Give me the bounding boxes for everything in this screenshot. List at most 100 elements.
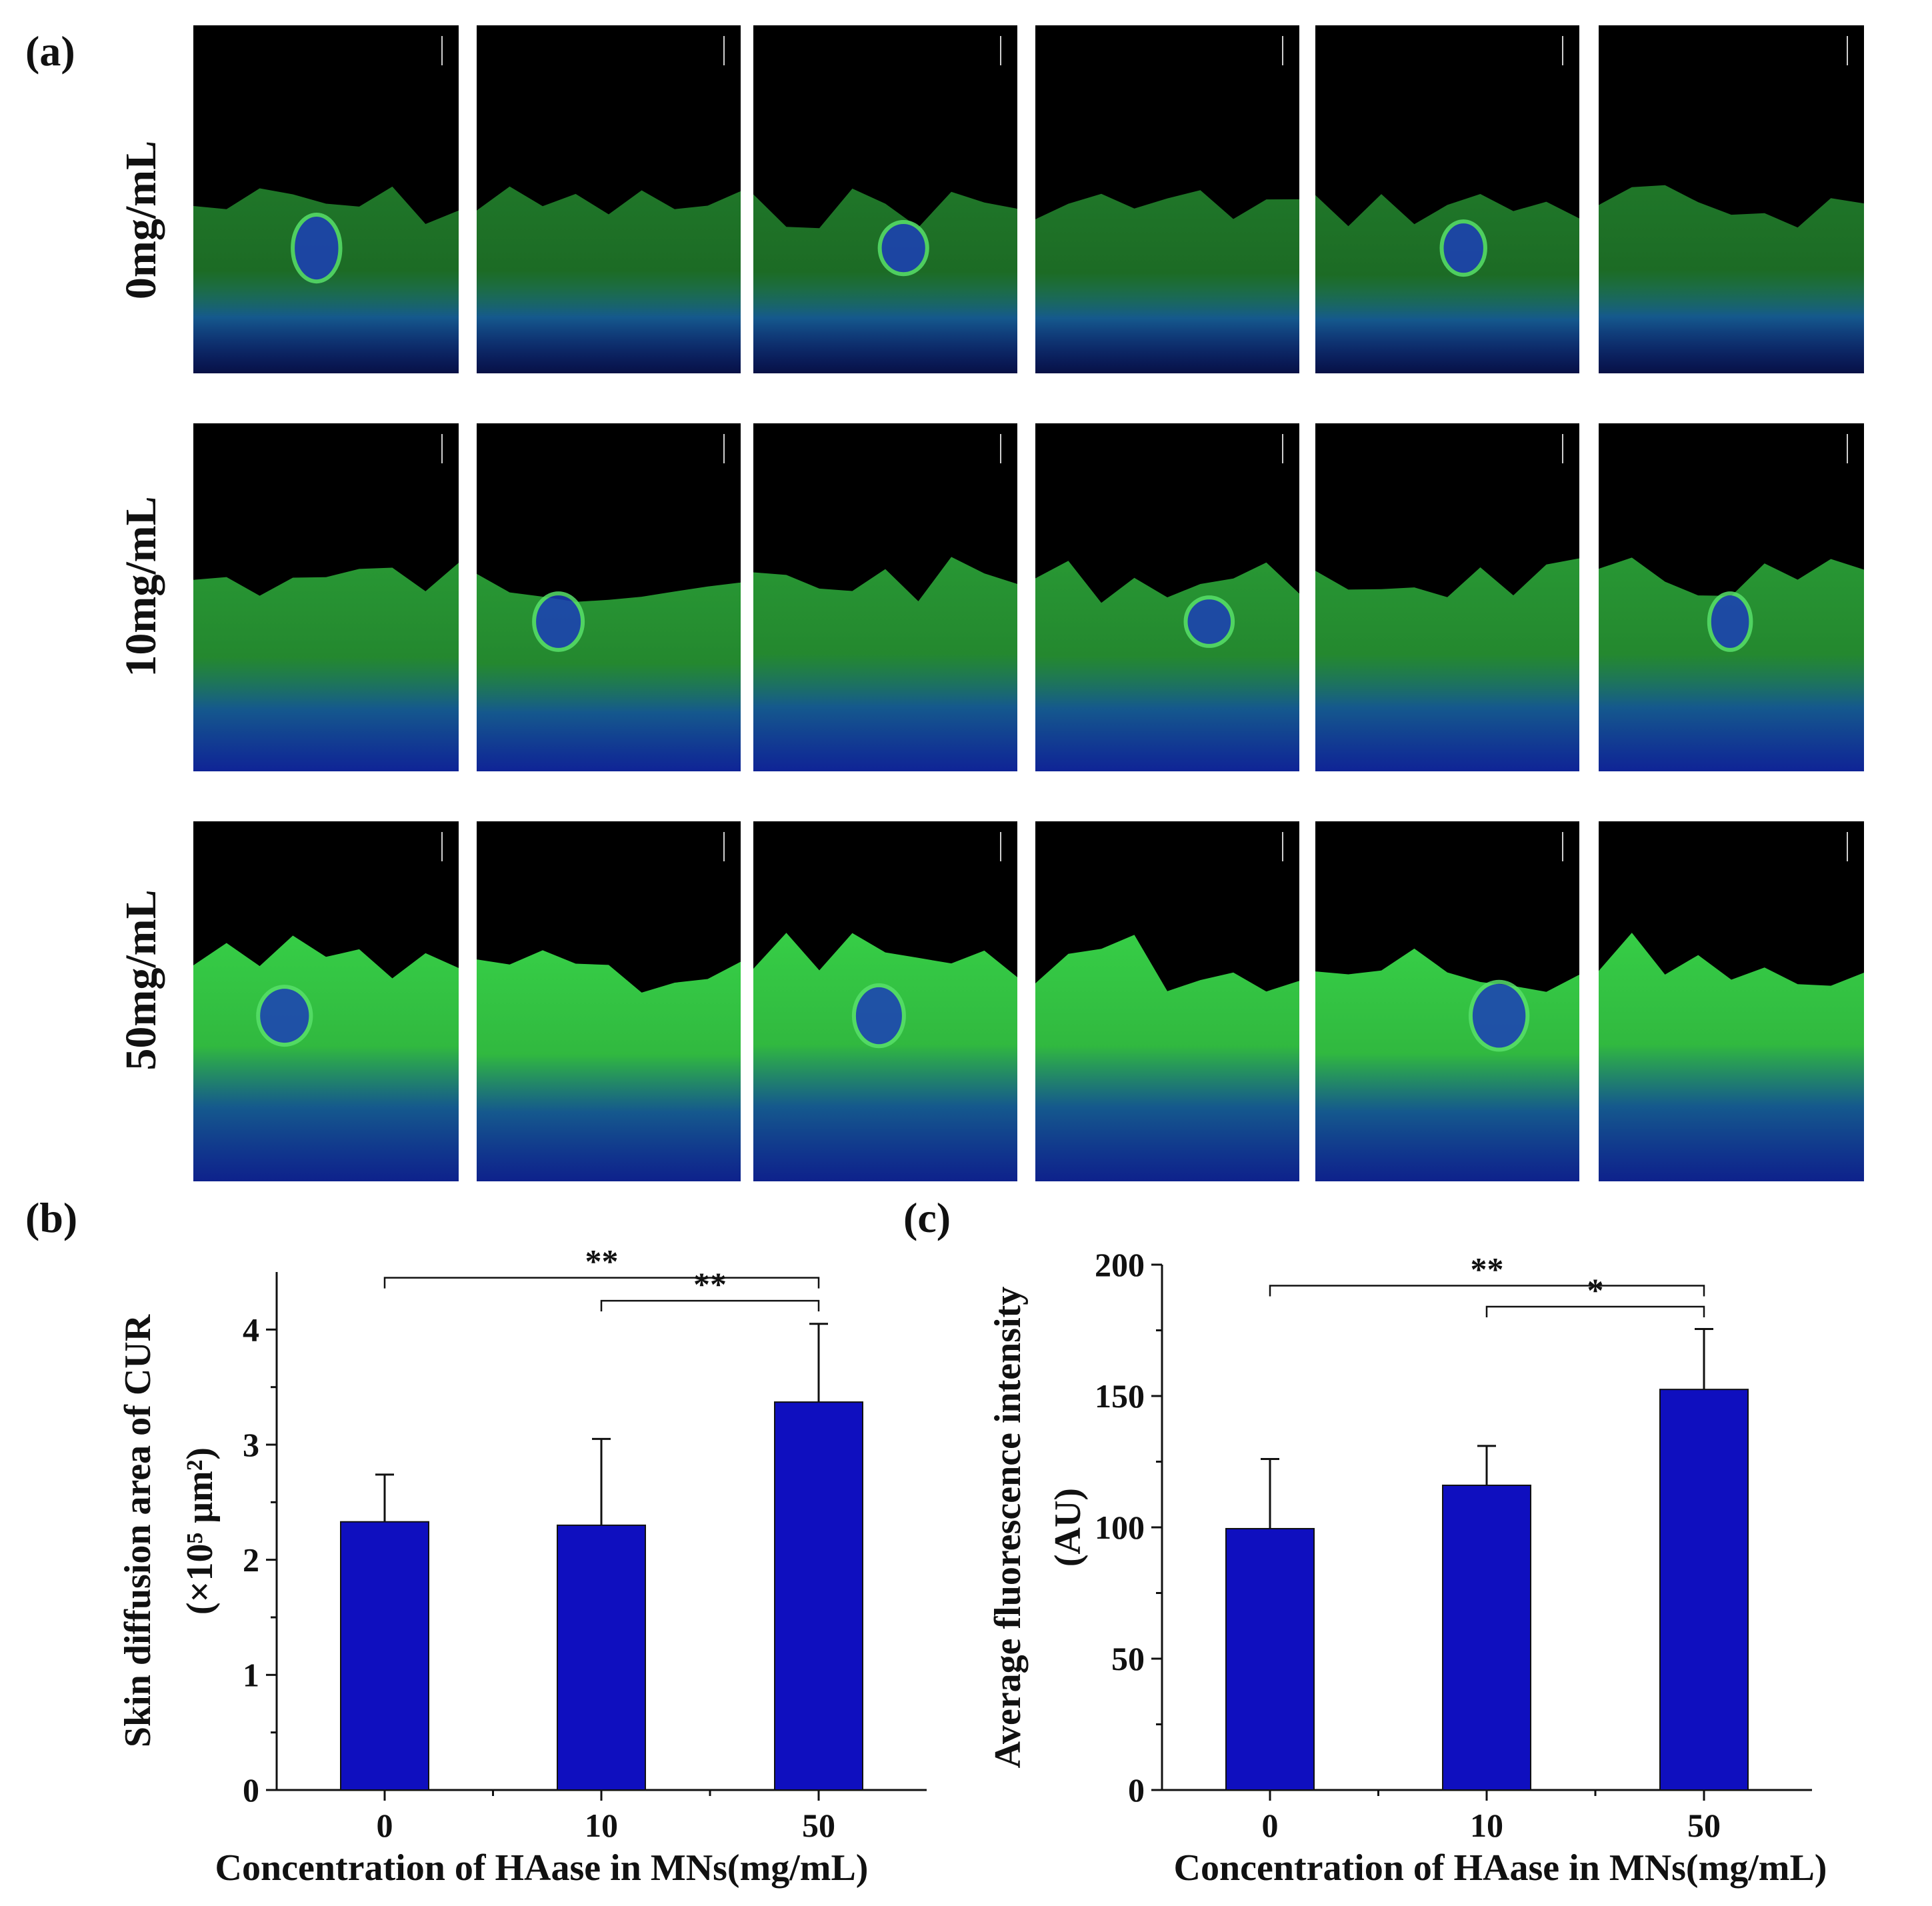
micrograph-r2-c5: [1315, 423, 1579, 771]
micrograph-r1-c6: [1599, 25, 1864, 373]
scale-bar: [1847, 434, 1855, 463]
micrograph-r1-c2: [477, 25, 741, 373]
tissue-section: [1599, 185, 1864, 373]
follicle-shape: [1183, 595, 1235, 648]
micrograph-r2-c2: [477, 423, 741, 771]
follicle-shape: [877, 220, 929, 277]
bar-50: [774, 1401, 863, 1791]
scale-bar: [1282, 434, 1290, 463]
tissue-section: [753, 557, 1017, 771]
micrograph-image: [193, 186, 459, 373]
chart-skin-diffusion-area: 0 1 2 3 4 0 10 50 ** ** Concentration of HAase in …: [0, 1173, 960, 1903]
x-axis-title: Concentration of HAase in MNs(mg/mL): [1174, 1847, 1827, 1889]
scale-bar: [1282, 832, 1290, 861]
tissue-section: [193, 935, 459, 1181]
significance-label: **: [1471, 1251, 1504, 1288]
tissue-section: [1035, 561, 1299, 771]
row-label-10mg: 10mg/mL: [117, 496, 165, 677]
micrograph-r3-c2: [477, 821, 741, 1181]
panel-label-b: (b): [25, 1194, 78, 1241]
micrograph-r3-c3: [753, 821, 1017, 1181]
follicle-shape: [256, 985, 313, 1047]
y-axis-unit: (AU): [1047, 1488, 1089, 1567]
micrograph-image: [753, 188, 1017, 373]
y-tick-label: 200: [1095, 1246, 1145, 1283]
micrograph-r2-c6: [1599, 423, 1864, 771]
micrograph-image: [1599, 557, 1864, 771]
row-label-0mg: 0mg/mL: [117, 140, 165, 300]
micrograph-image: [193, 935, 459, 1181]
scale-bar: [1562, 832, 1570, 861]
x-axis-title: Concentration of HAase in MNs(mg/mL): [215, 1847, 869, 1889]
y-axis-title: Average fluorescence intensity: [987, 1287, 1029, 1769]
significance-bracket: [1485, 1305, 1705, 1318]
micrograph-image: [1315, 948, 1579, 1181]
micrograph-image: [477, 950, 741, 1181]
micrograph-image: [1599, 933, 1864, 1181]
scale-bar: [441, 832, 449, 861]
micrograph-image: [193, 563, 459, 771]
bar-0: [1225, 1527, 1315, 1791]
micrograph-r3-c1: [193, 821, 459, 1181]
micrograph-r2-c4: [1035, 423, 1299, 771]
micrograph-image: [753, 557, 1017, 771]
tissue-section: [477, 573, 741, 771]
scale-bar: [1562, 36, 1570, 65]
y-tick-label: 150: [1095, 1377, 1145, 1415]
y-tick-label: 2: [243, 1541, 259, 1579]
tissue-section: [753, 933, 1017, 1181]
micrograph-r1-c1: [193, 25, 459, 373]
micrograph-r1-c3: [753, 25, 1017, 373]
bar-10: [1442, 1484, 1531, 1791]
tissue-section: [193, 563, 459, 771]
follicle-shape: [291, 213, 343, 284]
scale-bar: [1847, 832, 1855, 861]
significance-label: **: [585, 1243, 619, 1280]
scale-bar: [1847, 36, 1855, 65]
micrograph-image: [1315, 558, 1579, 771]
follicle-shape: [851, 983, 906, 1049]
scale-bar: [723, 434, 731, 463]
scale-bar: [1000, 434, 1008, 463]
tissue-section: [1315, 948, 1579, 1181]
x-tick-label: 10: [585, 1807, 618, 1844]
bar-10: [557, 1524, 646, 1791]
y-tick-label: 0: [1128, 1771, 1145, 1809]
micrograph-image: [477, 186, 741, 373]
follicle-shape: [1707, 591, 1753, 652]
tissue-section: [753, 188, 1017, 373]
scale-bar: [723, 36, 731, 65]
y-tick-label: 100: [1095, 1509, 1145, 1546]
micrograph-r3-c6: [1599, 821, 1864, 1181]
micrograph-r1-c4: [1035, 25, 1299, 373]
micrograph-image: [753, 933, 1017, 1181]
y-tick-label: 4: [243, 1311, 259, 1348]
panel-label-c: (c): [903, 1194, 951, 1241]
x-tick-label: 0: [377, 1807, 393, 1844]
scale-bar: [1282, 36, 1290, 65]
micrograph-image: [1035, 561, 1299, 771]
tissue-section: [1599, 933, 1864, 1181]
bar-0: [340, 1521, 429, 1791]
micrograph-r3-c5: [1315, 821, 1579, 1181]
significance-bracket: [383, 1277, 820, 1289]
micrograph-r2-c1: [193, 423, 459, 771]
scale-bar: [1000, 36, 1008, 65]
y-tick-label: 3: [243, 1426, 259, 1463]
follicle-shape: [1439, 219, 1487, 277]
scale-bar: [441, 434, 449, 463]
y-tick-label: 1: [243, 1656, 259, 1693]
y-axis-title: Skin diffusion area of CUR: [117, 1314, 159, 1747]
scale-bar: [441, 36, 449, 65]
follicle-shape: [532, 591, 585, 652]
micrograph-r1-c5: [1315, 25, 1579, 373]
tissue-section: [1035, 190, 1299, 373]
micrograph-image: [1315, 194, 1579, 373]
scale-bar: [1562, 434, 1570, 463]
micrograph-image: [1599, 185, 1864, 373]
micrograph-r3-c4: [1035, 821, 1299, 1181]
tissue-section: [1315, 194, 1579, 373]
x-tick-label: 50: [1687, 1807, 1721, 1844]
significance-label: **: [693, 1265, 727, 1303]
